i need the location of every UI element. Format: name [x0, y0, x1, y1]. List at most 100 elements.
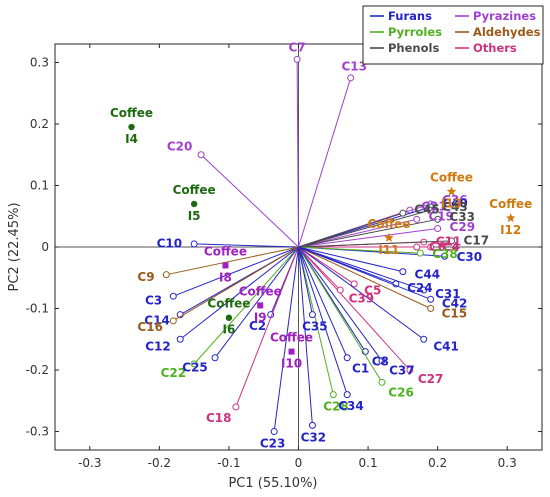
loading-point-c37: [378, 357, 386, 365]
loading-label-c12: C12: [145, 340, 171, 354]
x-tick-label: -0.2: [148, 456, 171, 470]
legend-label-pyrroles: Pyrroles: [388, 25, 442, 39]
sample-i8-label-bottom: I8: [219, 270, 232, 284]
loading-point-c15: [427, 305, 435, 313]
loading-label-c28: C28: [323, 399, 349, 413]
loading-label-c41: C41: [433, 339, 459, 353]
loading-vector-c37: [298, 246, 383, 362]
loading-point-c18: [232, 403, 240, 411]
loading-vector-c27: [298, 246, 411, 371]
loading-label-c38: C38: [432, 247, 458, 261]
y-tick-label: -0.1: [26, 302, 49, 316]
loading-point-c29: [434, 225, 442, 233]
loading-vector-c39: [298, 246, 341, 291]
sample-i11-label-bottom: I11: [378, 243, 399, 257]
legend-label-furans: Furans: [388, 9, 432, 23]
loading-point-c7: [293, 55, 301, 63]
loading-point-c32: [308, 421, 316, 429]
x-tick-label: -0.3: [78, 456, 101, 470]
point-labels: C1 C2 C3 C4 C5 C6 C7 C8 C10 C9 C11 C12 C13 C14 C15 C16 C…: [110, 40, 532, 450]
loading-vector-c9: [166, 246, 299, 276]
legend-label-phenols: Phenols: [388, 41, 439, 55]
sample-points: [128, 123, 516, 355]
loading-point-c16: [169, 317, 177, 325]
loading-vector-c22: [193, 246, 299, 365]
sample-i6-label-top: Coffee: [207, 297, 250, 311]
y-axis-label: PC2 (22.45%): [7, 202, 22, 291]
loading-vector-c15: [298, 246, 431, 309]
x-axis-label: PC1 (55.10%): [228, 476, 317, 491]
loading-point-c1: [343, 354, 351, 362]
loading-point-c44: [399, 268, 407, 276]
loading-point-c45: [399, 209, 407, 217]
loading-vector-c25: [214, 246, 299, 359]
loading-point-c19: [413, 215, 421, 223]
loading-point-c34: [343, 391, 351, 399]
loading-label-c25: C25: [182, 360, 208, 374]
y-tick-label: -0.2: [26, 363, 49, 377]
loading-vector-c7: [296, 59, 299, 248]
sample-i9-label-bottom: I9: [254, 310, 267, 324]
loading-point-c17: [448, 237, 456, 245]
loading-label-c2: C2: [249, 319, 266, 333]
y-tick-label: 0.3: [30, 55, 49, 69]
loading-vector-c42: [298, 246, 431, 300]
loading-point-c31: [420, 286, 428, 294]
loading-label-c6: C6: [429, 240, 446, 254]
loading-label-c16: C16: [137, 320, 163, 334]
legend: Furans Pyrazines Pyrroles Aldehydes Phenols O…: [362, 5, 544, 65]
y-tick-label: -0.3: [26, 425, 49, 439]
loading-label-c36: C36: [442, 193, 468, 207]
loading-label-c22: C22: [161, 366, 187, 380]
loading-point-c13: [347, 74, 355, 82]
sample-i13-label-bottom: I13: [441, 197, 462, 211]
loading-point-c4: [427, 243, 435, 251]
loading-vector-c1: [298, 246, 348, 358]
loading-label-c37: C37: [389, 363, 415, 377]
loading-point-c42: [427, 295, 435, 303]
loading-label-c13: C13: [341, 59, 367, 73]
sample-i11-label-top: Coffee: [367, 217, 410, 231]
loading-label-c39: C39: [349, 292, 375, 306]
loading-point-c30: [441, 252, 449, 260]
sample-i6-label-bottom: I6: [223, 323, 236, 337]
sample-i13-label-top: Coffee: [430, 171, 473, 185]
sample-i5-label-top: Coffee: [173, 183, 216, 197]
sample-i10-label-top: Coffee: [270, 331, 313, 345]
loading-label-c26: C26: [388, 386, 414, 400]
loading-label-c29: C29: [450, 220, 476, 234]
loading-label-c30: C30: [457, 250, 483, 264]
loading-label-c8: C8: [372, 355, 389, 369]
loading-vector-c10: [194, 243, 299, 248]
loading-vector-c38: [298, 246, 421, 254]
loading-vector-c33: [298, 218, 438, 248]
loading-label-c3: C3: [145, 294, 162, 308]
loading-vector-c19: [298, 218, 417, 248]
loading-label-c20: C20: [167, 139, 193, 153]
loading-label-c45: C45: [414, 202, 440, 216]
y-tick-label: 0: [41, 240, 49, 254]
loading-vector-c43: [298, 209, 431, 248]
loading-point-c9: [162, 271, 170, 279]
sample-i5-marker: [190, 200, 198, 208]
y-tick-label: 0.1: [30, 178, 49, 192]
sample-i9-label-top: Coffee: [239, 284, 282, 298]
loading-vector-c23: [273, 246, 299, 432]
loading-vector-c5: [298, 246, 355, 285]
loading-point-c33: [434, 215, 442, 223]
sample-i11-marker: [384, 232, 394, 242]
loading-point-c20: [197, 151, 205, 159]
loading-label-c9: C9: [137, 270, 154, 284]
sample-i12-label-top: Coffee: [489, 197, 532, 211]
loading-label-c44: C44: [415, 267, 441, 281]
loading-vector-c12: [179, 246, 299, 340]
loading-label-c14: C14: [144, 314, 170, 328]
sample-i6-marker: [225, 314, 233, 321]
sample-i4-marker: [128, 123, 135, 131]
loading-label-c31: C31: [435, 287, 461, 301]
loading-label-c5: C5: [364, 284, 381, 298]
loading-label-c11: C11: [436, 235, 462, 249]
loading-label-c42: C42: [442, 297, 468, 311]
loading-label-c15: C15: [442, 307, 468, 321]
